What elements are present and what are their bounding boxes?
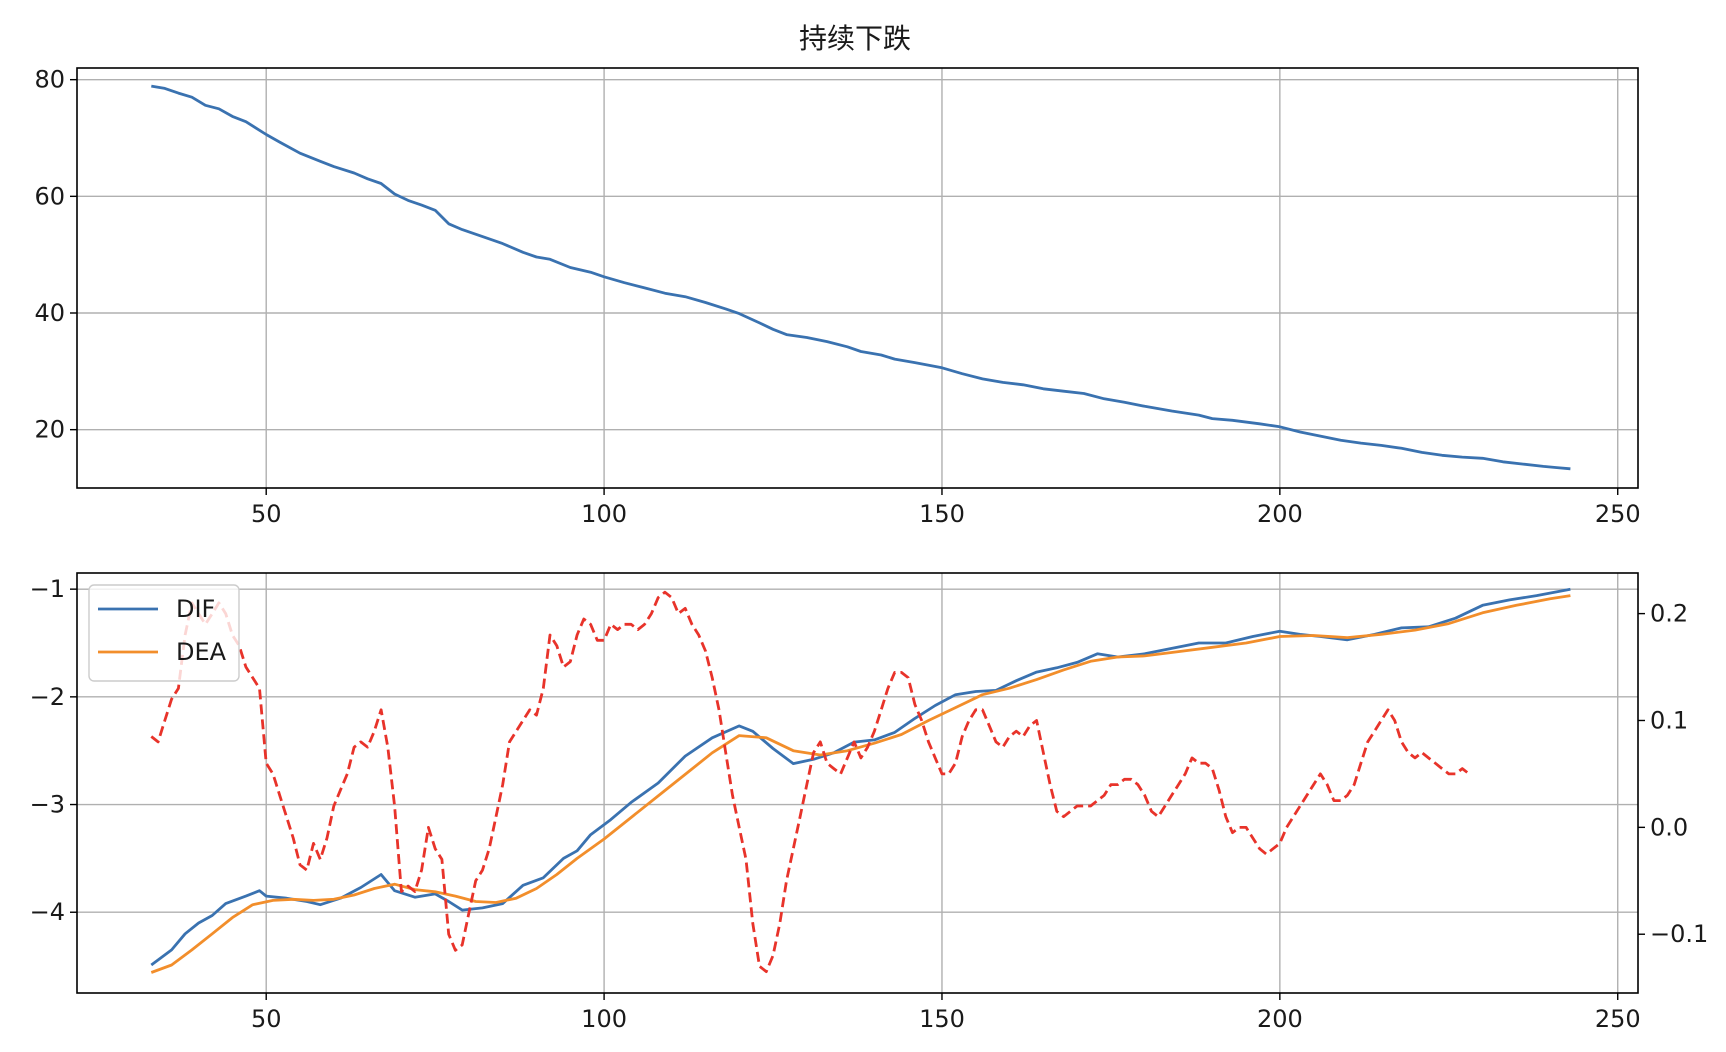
x-tick-label: 50	[251, 500, 282, 528]
legend-label-dif: DIF	[176, 595, 215, 623]
x-tick-label: 50	[251, 1005, 282, 1033]
x-tick-label: 100	[581, 500, 627, 528]
price-chart-grid	[77, 68, 1638, 488]
y-tick-label: 20	[34, 416, 65, 444]
y-tick-label: 40	[34, 299, 65, 327]
price-chart-y-ticks: 20 40 60 80	[34, 66, 77, 444]
legend: DIF DEA	[88, 584, 240, 682]
x-tick-label: 150	[919, 500, 965, 528]
x-tick-label: 200	[1257, 1005, 1303, 1033]
y2-tick-label: 0.1	[1650, 706, 1688, 734]
macd-chart-series	[150, 587, 1571, 974]
y-tick-label: −4	[30, 898, 65, 926]
legend-label-dea: DEA	[176, 638, 227, 666]
y-tick-label: −2	[30, 683, 65, 711]
dea-line	[150, 594, 1571, 974]
x-tick-label: 200	[1257, 500, 1303, 528]
y-tick-label: −1	[30, 575, 65, 603]
price-chart-frame	[76, 67, 1639, 489]
dif-line	[150, 587, 1571, 967]
macd-chart-x-ticks: 50 100 150 200 250	[251, 993, 1641, 1033]
y2-tick-label: −0.1	[1650, 920, 1708, 948]
x-tick-label: 250	[1595, 1005, 1641, 1033]
y-tick-label: 60	[34, 182, 65, 210]
price-line	[151, 84, 1571, 471]
price-chart-panel: 持续下跌 50 100 150 200 250 20 40 60 80	[34, 22, 1640, 528]
macd-chart-frame	[76, 572, 1639, 994]
macd-chart-y2-ticks: 0.2 0.1 0.0 −0.1	[1638, 600, 1708, 948]
macd-chart-y-ticks: −1 −2 −3 −4	[30, 575, 77, 926]
y2-tick-label: 0.0	[1650, 813, 1688, 841]
y-tick-label: −3	[30, 791, 65, 819]
x-tick-label: 250	[1595, 500, 1641, 528]
price-chart-x-ticks: 50 100 150 200 250	[251, 488, 1641, 528]
y2-tick-label: 0.2	[1650, 600, 1688, 628]
macd-chart-panel: 50 100 150 200 250 −1 −2 −3 −4 0.2 0.1 0.0 −0.1 DI…	[30, 572, 1708, 1033]
chart-title: 持续下跌	[799, 22, 911, 55]
macd-chart-grid	[77, 573, 1638, 993]
legend-box	[88, 584, 240, 682]
x-tick-label: 100	[581, 1005, 627, 1033]
y-tick-label: 80	[34, 66, 65, 94]
price-chart-series	[151, 84, 1571, 471]
x-tick-label: 150	[919, 1005, 965, 1033]
histogram-dashed-line	[150, 590, 1470, 973]
